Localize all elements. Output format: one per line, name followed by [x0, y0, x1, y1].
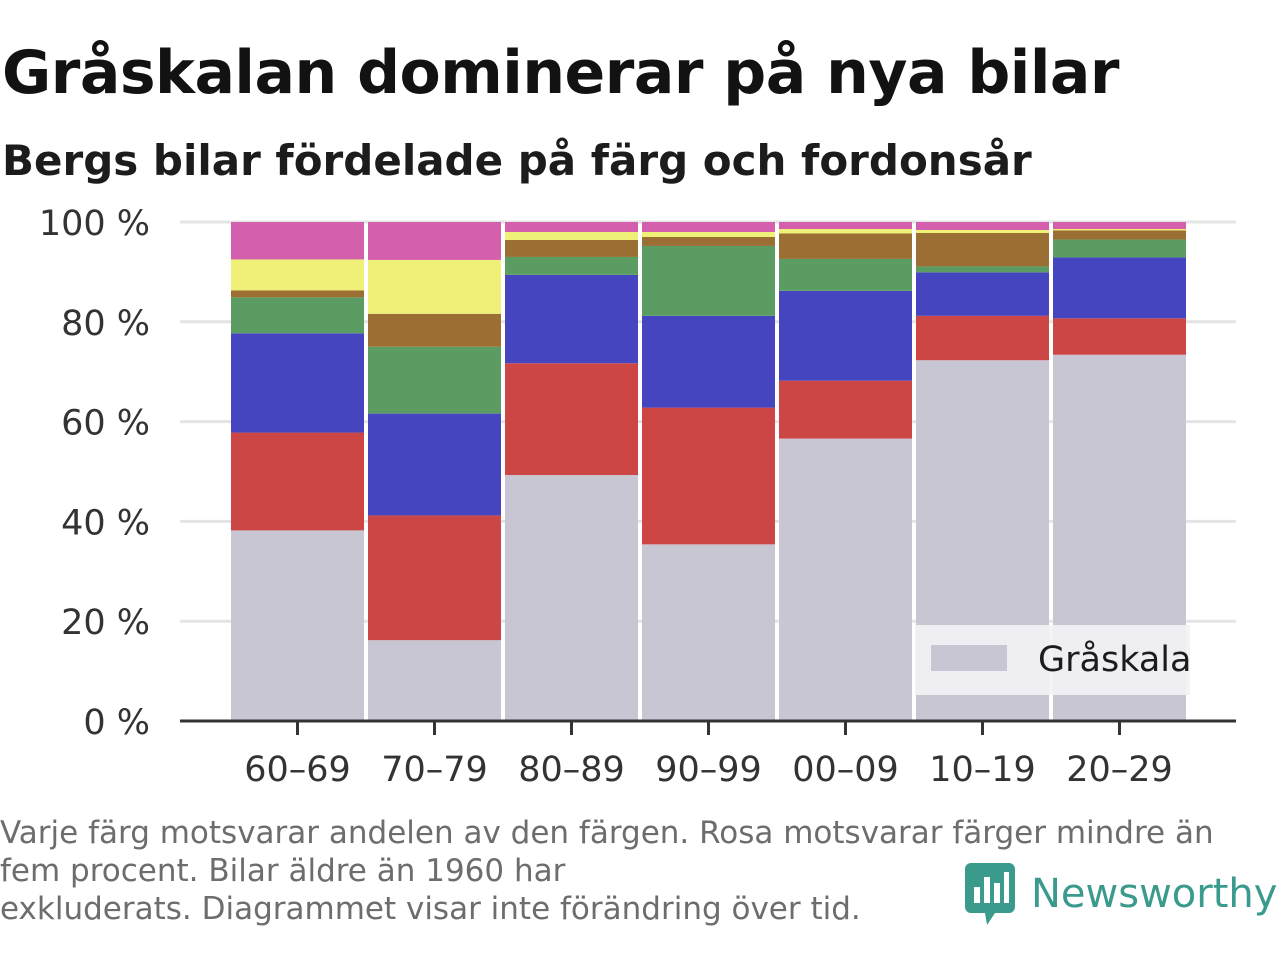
bar-segment	[916, 266, 1049, 273]
bar-segment	[779, 228, 912, 234]
bar-segment	[505, 363, 638, 475]
bar-segment	[916, 315, 1049, 361]
bar-segment	[1053, 230, 1186, 240]
bar-segment	[231, 222, 364, 260]
bar-segment	[1053, 228, 1186, 231]
legend-label: Gråskala	[1038, 639, 1191, 680]
bar-segment	[642, 544, 775, 721]
bar-segment	[642, 407, 775, 545]
y-tick-label: 20 %	[61, 603, 150, 643]
footnote: Varje färg motsvarar andelen av den färg…	[0, 814, 1260, 928]
y-tick-label: 0 %	[83, 703, 150, 743]
bar-segment	[642, 222, 775, 232]
chart-subtitle: Bergs bilar fördelade på färg och fordon…	[2, 136, 1032, 185]
bar-segment	[1053, 222, 1186, 229]
bar-segment	[505, 274, 638, 364]
x-tick-label: 00–09	[792, 750, 899, 790]
bar-segment	[368, 346, 501, 414]
x-tick-label: 10–19	[929, 750, 1036, 790]
bar-segment	[779, 380, 912, 439]
bar-segment	[779, 222, 912, 229]
y-tick-label: 80 %	[61, 304, 150, 344]
bar-segment	[368, 259, 501, 314]
bar-segment	[505, 222, 638, 232]
bar-segment	[368, 313, 501, 347]
bar-segment	[779, 290, 912, 381]
bar-segment	[916, 229, 1049, 233]
chart-title: Gråskalan dominerar på nya bilar	[2, 38, 1120, 108]
footnote-line: exkluderats. Diagrammet visar inte förän…	[0, 891, 861, 927]
bar-segment	[1053, 318, 1186, 355]
bar-segment	[916, 222, 1049, 230]
bar-segment	[505, 474, 638, 721]
bar-segment	[1053, 239, 1186, 258]
bar-segment	[642, 236, 775, 246]
footnote-line: Varje färg motsvarar andelen av den färg…	[0, 815, 1214, 851]
y-tick-label: 100 %	[39, 204, 150, 244]
bar-segment	[231, 259, 364, 291]
bar-segment	[779, 258, 912, 291]
bar-segment	[368, 413, 501, 516]
brand-logo: Newsworthy	[965, 862, 1277, 926]
bar-segment	[1053, 257, 1186, 319]
x-tick-label: 80–89	[518, 750, 625, 790]
x-tick-label: 60–69	[244, 750, 351, 790]
bar-segment	[368, 640, 501, 721]
bar-segment	[231, 297, 364, 334]
y-tick-label: 60 %	[61, 404, 150, 444]
bar-segment	[231, 432, 364, 531]
newsworthy-logo-icon	[965, 863, 1015, 925]
bar-segment	[916, 232, 1049, 267]
bar-segment	[505, 231, 638, 240]
x-tick-label: 90–99	[655, 750, 762, 790]
bar-segment	[231, 530, 364, 721]
bar-segment	[642, 315, 775, 408]
legend-swatch	[931, 645, 1007, 671]
x-tick-label: 20–29	[1066, 750, 1173, 790]
bar-segment	[505, 256, 638, 275]
bar-segment	[642, 245, 775, 316]
footnote-line: fem procent. Bilar äldre än 1960 har	[0, 853, 566, 889]
brand-name: Newsworthy	[1031, 871, 1278, 917]
x-tick-label: 70–79	[381, 750, 488, 790]
bar-segment	[505, 239, 638, 257]
bar-segment	[368, 515, 501, 641]
y-tick-label: 40 %	[61, 503, 150, 543]
bar-segment	[916, 272, 1049, 316]
bar-segment	[779, 438, 912, 721]
bar-segment	[368, 222, 501, 260]
bar-segment	[779, 233, 912, 259]
stacked-bar-chart: 0 % 20 % 40 % 60 % 80 % 100 % 60–69 70–79 80–89 9…	[39, 204, 1236, 790]
bar-segment	[642, 231, 775, 237]
bar-segment	[231, 290, 364, 298]
bar-segment	[231, 333, 364, 433]
